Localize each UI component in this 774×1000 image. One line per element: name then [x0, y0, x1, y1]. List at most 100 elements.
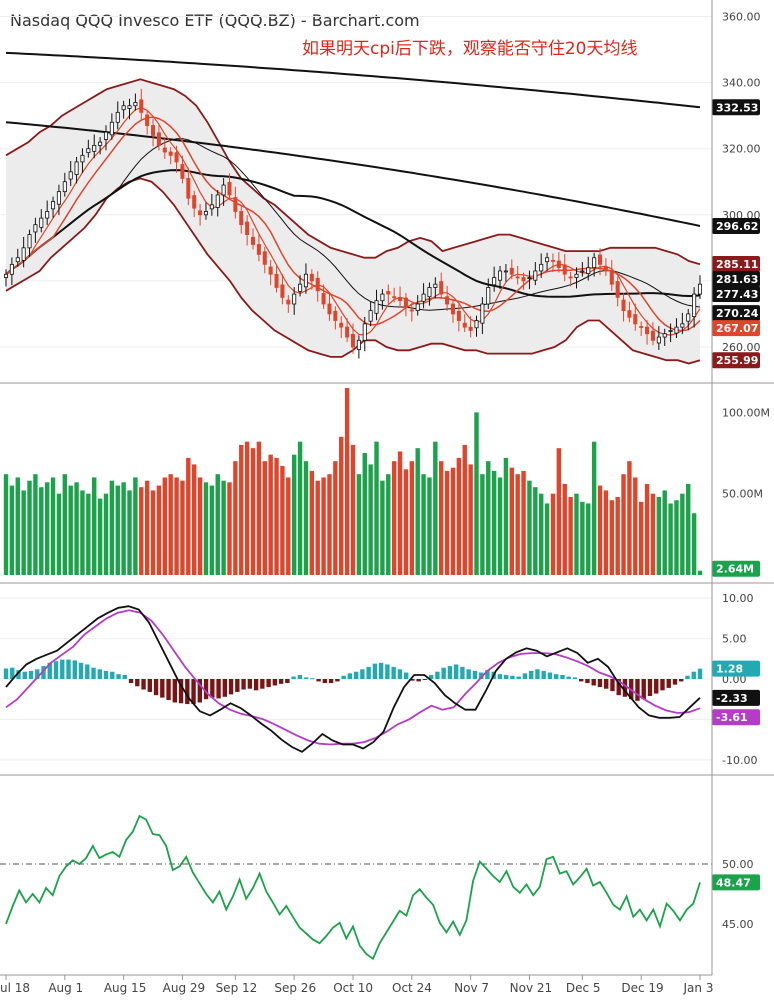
candle-body: [98, 141, 103, 146]
candle-body: [374, 300, 379, 314]
volume-bar: [180, 480, 185, 575]
volume-bar: [468, 464, 473, 575]
macd-histogram-bar: [303, 677, 309, 679]
candle-body: [550, 259, 555, 262]
candle-body: [680, 323, 685, 328]
candle-body: [180, 164, 185, 179]
volume-bar: [544, 503, 550, 575]
macd-histogram-bar: [3, 668, 9, 679]
volume-bar: [39, 487, 44, 575]
volume-bar: [103, 493, 109, 575]
volume-bar: [221, 480, 226, 575]
candle-body: [615, 281, 620, 298]
candle-body: [198, 210, 203, 216]
price-tag: 332.53: [716, 101, 758, 114]
date-tick-label: Oct 10: [333, 981, 373, 995]
macd-histogram-bar: [216, 679, 221, 699]
candle-body: [186, 178, 191, 199]
macd-histogram-bar: [547, 672, 553, 679]
volume-bar: [527, 480, 532, 575]
candle-body: [692, 293, 697, 317]
volume-bar: [274, 457, 279, 575]
macd-signal-tag: -3.61: [716, 711, 748, 724]
volume-bar: [162, 477, 168, 575]
candle-body: [462, 322, 467, 328]
macd-histogram-bar: [378, 662, 384, 679]
price-tag-bg: [712, 255, 760, 272]
volume-bar: [74, 482, 79, 575]
macd-histogram-bar: [91, 667, 96, 679]
date-tick-label: Dec 19: [621, 981, 663, 995]
macd-signal-tag-bg: [712, 709, 760, 726]
date-tick-label: Sep 12: [216, 981, 258, 995]
macd-histogram-bar: [372, 663, 378, 679]
candle-body: [121, 105, 126, 111]
macd-histogram-bar: [191, 679, 196, 705]
macd-tick-label: 5.00: [722, 633, 747, 646]
volume-bar: [391, 461, 397, 575]
volume-bar: [121, 482, 126, 575]
candle-body: [156, 132, 161, 146]
date-tick-label: ul 18: [0, 981, 30, 995]
date-tick-label: Nov 21: [510, 981, 553, 995]
candle-body: [639, 326, 644, 328]
volume-bar: [303, 461, 309, 575]
candle-body: [568, 276, 573, 279]
volume-bar: [621, 474, 626, 575]
macd-histogram-bar: [685, 675, 690, 679]
candle-body: [445, 296, 450, 305]
macd-histogram-bar: [278, 679, 284, 684]
volume-bar: [150, 490, 156, 575]
volume-bar: [27, 480, 32, 575]
candle-body: [633, 314, 638, 325]
volume-bar: [92, 477, 97, 575]
macd-histogram-bar: [272, 679, 278, 686]
macd-histogram-bar: [47, 662, 52, 679]
macd-histogram-bar: [485, 670, 490, 679]
macd-histogram-bar: [422, 679, 428, 680]
price-tag: 277.43: [716, 288, 758, 301]
candle-body: [392, 296, 397, 299]
date-tick-label: Aug 1: [48, 981, 83, 995]
volume-bar: [144, 480, 150, 575]
candle-body: [415, 303, 420, 312]
candle-body: [356, 339, 361, 351]
candle-body: [539, 263, 544, 272]
volume-bar: [374, 441, 379, 575]
volume-bar: [156, 485, 162, 575]
volume-bar: [603, 490, 609, 575]
macd-histogram-bar: [566, 676, 571, 679]
volume-bar: [44, 482, 50, 575]
candle-body: [509, 267, 514, 275]
macd-histogram-bar: [153, 679, 159, 696]
volume-bar: [133, 477, 138, 575]
candle-body: [215, 194, 220, 208]
volume-bar: [503, 457, 509, 575]
volume-bar: [356, 474, 362, 575]
macd-histogram-bar: [41, 666, 46, 679]
candle-body: [656, 336, 661, 344]
candle-body: [580, 270, 585, 273]
price-tag-bg: [712, 270, 760, 287]
date-tick-label: Aug 29: [163, 981, 206, 995]
volume-bar: [415, 448, 420, 575]
candle-body: [51, 201, 56, 210]
candle-body: [15, 257, 20, 263]
macd-histogram-bar: [122, 674, 127, 679]
volume-bar: [397, 451, 403, 575]
macd-histogram-bar: [353, 671, 359, 679]
candle-body: [162, 147, 167, 153]
macd-histogram-bar: [16, 670, 21, 679]
volume-bar: [233, 461, 238, 575]
macd-histogram-bar: [591, 679, 596, 686]
volume-bar: [674, 500, 679, 575]
macd-histogram-bar: [478, 672, 484, 679]
price-tag-bg: [712, 285, 760, 302]
date-tick-label: Oct 24: [392, 981, 432, 995]
date-tick-label: Dec 5: [566, 981, 601, 995]
candle-body: [127, 105, 132, 109]
volume-bar: [321, 477, 326, 575]
price-tag: 255.99: [716, 354, 758, 367]
macd-histogram-bar: [253, 679, 259, 691]
